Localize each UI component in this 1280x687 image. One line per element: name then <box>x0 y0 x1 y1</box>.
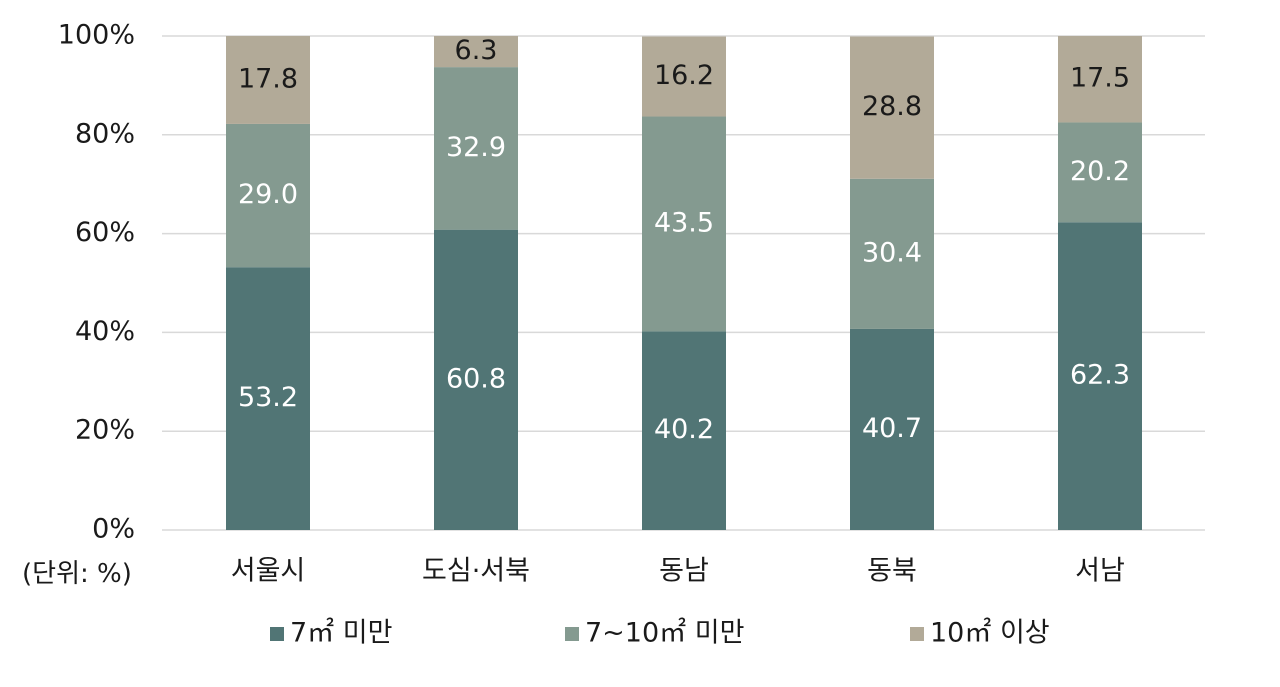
bar-segment <box>1058 122 1142 223</box>
bar-segment <box>642 116 726 332</box>
data-label: 17.5 <box>1070 63 1130 94</box>
x-tick-label: 동북 <box>867 556 917 587</box>
legend: 7㎡ 미만 7~10㎡ 미만 10㎡ 이상 <box>270 618 1050 649</box>
y-tick-label: 80% <box>75 118 135 149</box>
x-tick-label: 서울시 <box>231 556 306 587</box>
legend-swatch <box>910 627 924 641</box>
data-label: 30.4 <box>862 237 922 268</box>
y-axis: 0% 20% 40% 60% 80% 100% <box>58 20 135 545</box>
bars <box>226 36 1142 530</box>
bar-segment <box>1058 36 1142 123</box>
data-label: 32.9 <box>446 132 506 163</box>
y-tick-label: 60% <box>75 217 135 248</box>
bar-segment <box>434 229 518 530</box>
unit-label: (단위: %) <box>22 559 132 589</box>
data-label: 62.3 <box>1070 360 1130 391</box>
bar-segment <box>642 36 726 117</box>
data-label: 40.2 <box>654 414 714 445</box>
y-tick-label: 40% <box>75 316 135 347</box>
data-label: 60.8 <box>446 363 506 394</box>
x-axis: 서울시 도심·서북 동남 동북 서남 <box>231 556 1125 587</box>
bar-segment <box>434 36 518 68</box>
y-tick-label: 0% <box>92 514 135 545</box>
bar-segment <box>226 36 310 124</box>
legend-label: 7㎡ 미만 <box>290 618 392 649</box>
x-tick-label: 도심·서북 <box>422 556 530 587</box>
data-label: 17.8 <box>238 63 298 94</box>
bar-segment <box>850 328 934 530</box>
data-label: 53.2 <box>238 382 298 413</box>
data-label: 20.2 <box>1070 156 1130 187</box>
bar-segment <box>850 178 934 329</box>
x-tick-label: 서남 <box>1075 556 1125 587</box>
data-label: 40.7 <box>862 413 922 444</box>
legend-label: 7~10㎡ 미만 <box>585 618 744 649</box>
y-tick-label: 100% <box>58 20 135 51</box>
bar-segment <box>226 123 310 268</box>
bar-segment <box>850 36 934 179</box>
bar-segment <box>1058 222 1142 530</box>
bar-segment <box>226 267 310 530</box>
data-labels: 53.2 29.0 17.8 60.8 32.9 6.3 40.2 43.5 16.2 40.7 3… <box>238 35 1130 445</box>
bar-segment <box>434 67 518 230</box>
y-tick-label: 20% <box>75 415 135 446</box>
legend-swatch <box>565 627 579 641</box>
data-label: 16.2 <box>654 60 714 91</box>
data-label: 28.8 <box>862 91 922 122</box>
legend-label: 10㎡ 이상 <box>930 618 1050 649</box>
data-label: 6.3 <box>455 35 498 66</box>
data-label: 29.0 <box>238 179 298 210</box>
x-tick-label: 동남 <box>659 556 709 587</box>
legend-swatch <box>270 627 284 641</box>
data-label: 43.5 <box>654 207 714 238</box>
bar-segment <box>642 331 726 530</box>
